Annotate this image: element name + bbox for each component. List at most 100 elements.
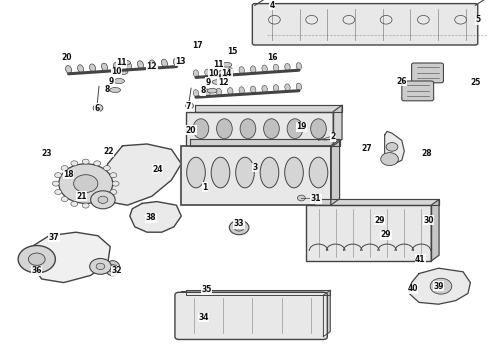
Ellipse shape xyxy=(205,89,210,96)
Text: 26: 26 xyxy=(396,77,407,86)
Text: 18: 18 xyxy=(63,170,74,179)
Circle shape xyxy=(297,195,305,201)
Text: 8: 8 xyxy=(201,86,206,95)
Text: 25: 25 xyxy=(470,78,481,87)
Text: 35: 35 xyxy=(201,285,212,294)
Polygon shape xyxy=(130,202,181,232)
Text: 10: 10 xyxy=(111,68,122,77)
Text: 10: 10 xyxy=(208,68,219,77)
Text: 20: 20 xyxy=(186,126,196,135)
Text: 1: 1 xyxy=(202,183,207,192)
Circle shape xyxy=(430,278,452,294)
Circle shape xyxy=(82,159,89,164)
Circle shape xyxy=(55,173,62,178)
Circle shape xyxy=(110,189,117,194)
Circle shape xyxy=(186,103,194,109)
Ellipse shape xyxy=(264,119,279,139)
Circle shape xyxy=(71,161,78,166)
FancyBboxPatch shape xyxy=(412,63,443,83)
Ellipse shape xyxy=(240,119,256,139)
Text: 27: 27 xyxy=(361,144,372,153)
Circle shape xyxy=(96,263,105,270)
Ellipse shape xyxy=(273,64,279,71)
Ellipse shape xyxy=(227,87,233,95)
Ellipse shape xyxy=(114,78,124,84)
Text: 6: 6 xyxy=(95,104,99,112)
Ellipse shape xyxy=(137,61,144,69)
Circle shape xyxy=(103,197,110,202)
Ellipse shape xyxy=(173,58,179,66)
Ellipse shape xyxy=(296,63,302,70)
FancyBboxPatch shape xyxy=(402,81,434,101)
Ellipse shape xyxy=(105,261,120,276)
Circle shape xyxy=(98,196,108,203)
Text: 22: 22 xyxy=(103,148,114,156)
Text: 4: 4 xyxy=(270,1,274,10)
Ellipse shape xyxy=(161,59,168,67)
FancyBboxPatch shape xyxy=(306,205,431,261)
Ellipse shape xyxy=(262,85,268,93)
Text: 13: 13 xyxy=(175,57,186,66)
Ellipse shape xyxy=(77,65,84,73)
Circle shape xyxy=(94,201,100,206)
Text: 31: 31 xyxy=(311,194,321,203)
Text: 40: 40 xyxy=(407,284,418,293)
Text: 28: 28 xyxy=(421,149,432,158)
Polygon shape xyxy=(323,290,330,337)
Ellipse shape xyxy=(227,67,233,75)
Ellipse shape xyxy=(285,157,303,188)
Polygon shape xyxy=(409,268,470,304)
Circle shape xyxy=(91,191,115,209)
Ellipse shape xyxy=(149,60,155,68)
Ellipse shape xyxy=(90,64,96,72)
Text: 23: 23 xyxy=(41,149,52,158)
Ellipse shape xyxy=(193,90,199,97)
Text: 34: 34 xyxy=(198,313,209,322)
Text: 20: 20 xyxy=(61,53,72,62)
Circle shape xyxy=(386,143,398,151)
Circle shape xyxy=(110,173,117,178)
Circle shape xyxy=(71,201,78,206)
Text: 37: 37 xyxy=(49,233,59,242)
Text: 33: 33 xyxy=(234,219,245,228)
Ellipse shape xyxy=(311,119,326,139)
Ellipse shape xyxy=(309,157,328,188)
Text: 17: 17 xyxy=(192,40,202,49)
Text: 11: 11 xyxy=(213,60,223,69)
Polygon shape xyxy=(385,131,404,164)
Ellipse shape xyxy=(239,87,245,94)
Ellipse shape xyxy=(117,69,128,75)
Ellipse shape xyxy=(285,84,290,91)
Text: 5: 5 xyxy=(475,15,480,24)
Text: 32: 32 xyxy=(111,266,122,275)
Polygon shape xyxy=(186,290,330,295)
Polygon shape xyxy=(190,139,340,146)
Ellipse shape xyxy=(110,87,121,93)
Circle shape xyxy=(103,166,110,171)
Circle shape xyxy=(28,253,45,265)
Ellipse shape xyxy=(66,66,72,73)
Text: 21: 21 xyxy=(76,192,87,201)
Ellipse shape xyxy=(101,63,108,71)
Polygon shape xyxy=(98,144,181,205)
Text: 19: 19 xyxy=(296,122,307,131)
Text: 29: 29 xyxy=(381,230,392,239)
Circle shape xyxy=(112,181,119,186)
Ellipse shape xyxy=(262,65,268,72)
FancyBboxPatch shape xyxy=(252,4,478,45)
Polygon shape xyxy=(195,105,342,112)
Text: 29: 29 xyxy=(374,216,385,225)
Text: 15: 15 xyxy=(227,46,238,55)
FancyBboxPatch shape xyxy=(175,292,327,339)
Text: 3: 3 xyxy=(252,163,257,172)
Ellipse shape xyxy=(205,69,210,76)
Ellipse shape xyxy=(236,157,254,188)
Text: 9: 9 xyxy=(206,77,211,86)
Ellipse shape xyxy=(212,80,222,84)
Polygon shape xyxy=(27,232,110,283)
Ellipse shape xyxy=(239,67,245,74)
Polygon shape xyxy=(431,199,439,261)
Polygon shape xyxy=(314,199,439,205)
Text: 14: 14 xyxy=(221,69,232,78)
Circle shape xyxy=(18,246,55,273)
